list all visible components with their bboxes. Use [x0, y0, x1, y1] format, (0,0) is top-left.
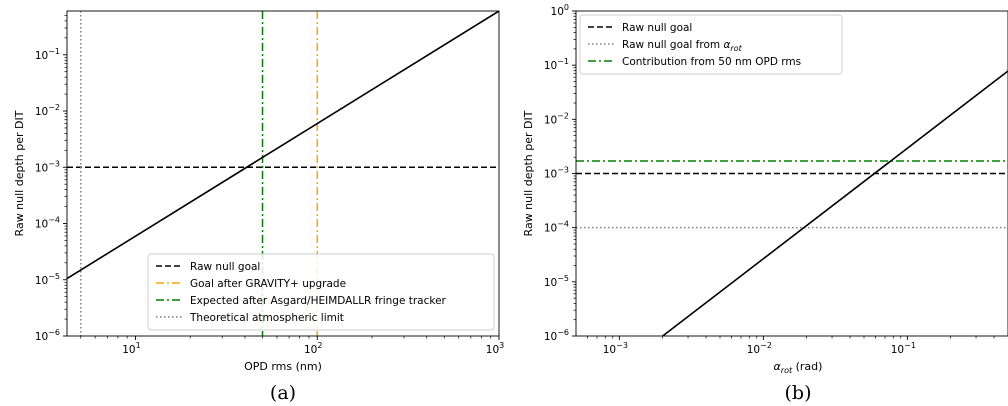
y-tick-label: 10−4	[35, 216, 60, 231]
legend-entry: Raw null goal from αrot	[622, 39, 743, 53]
x-tick-label: 10−1	[891, 341, 916, 356]
x-tick-label: 101	[122, 341, 140, 356]
y-tick-label: 10−1	[544, 57, 569, 72]
series-line	[67, 11, 499, 280]
x-tick-label: 10−3	[603, 341, 628, 356]
x-tick-label: 103	[486, 341, 504, 356]
panel-label: (b)	[785, 382, 812, 404]
y-tick-label: 10−2	[544, 111, 569, 126]
y-tick-label: 10−6	[35, 328, 60, 343]
y-tick-label: 100	[551, 3, 569, 18]
y-axis-label: Raw null depth per DIT	[13, 110, 26, 236]
legend-entry: Expected after Asgard/HEIMDALLR fringe t…	[190, 295, 447, 307]
legend-entry: Raw null goal	[190, 261, 260, 273]
legend: Raw null goal Raw null goal from αrot Cont…	[579, 14, 843, 75]
legend-entry: Contribution from 50 nm OPD rms	[622, 56, 801, 68]
y-tick-label: 10−5	[544, 274, 569, 289]
x-axis-label: OPD rms (nm)	[244, 360, 322, 373]
panel-label: (a)	[270, 382, 296, 404]
plot-frame	[66, 10, 500, 337]
y-tick-label: 10−2	[35, 103, 60, 118]
plot-area	[67, 11, 499, 336]
plot-frame	[575, 10, 1008, 337]
legend-entry: Theoretical atmospheric limit	[189, 312, 344, 324]
y-tick-label: 10−3	[544, 166, 569, 181]
x-tick-label: 102	[304, 341, 322, 356]
chart-panel-b: 10−3 10−2 10−1 10−6 10−5 10−4 10−3 10−2 10−1 100 R…	[522, 3, 1008, 404]
y-tick-label: 10−5	[35, 272, 60, 287]
chart-panel-a: 101 102 103 10−6 10−5 10−4 10−3 10−2 10−1 Raw nul…	[13, 10, 504, 404]
y-tick-label: 10−3	[35, 159, 60, 174]
y-tick-label: 10−4	[544, 220, 569, 235]
legend-entry: Goal after GRAVITY+ upgrade	[190, 278, 346, 290]
y-tick-label: 10−1	[35, 47, 60, 62]
x-axis-label: αrot (rad)	[774, 360, 823, 375]
y-axis-label: Raw null depth per DIT	[522, 110, 535, 236]
plot-area	[576, 70, 1008, 336]
legend: Raw null goal Goal after GRAVITY+ upgrade…	[147, 253, 495, 331]
x-tick-label: 10−2	[747, 341, 772, 356]
series-line	[662, 70, 1008, 336]
y-tick-label: 10−6	[544, 328, 569, 343]
legend-entry: Raw null goal	[622, 22, 692, 34]
